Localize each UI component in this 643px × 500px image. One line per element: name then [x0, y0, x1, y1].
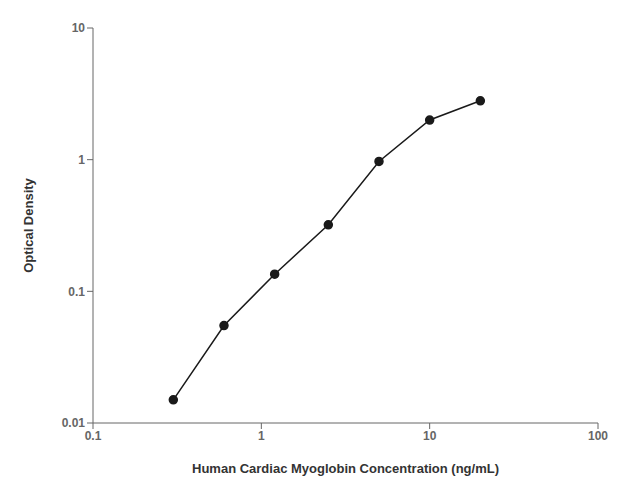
svg-text:10: 10: [423, 429, 437, 443]
svg-text:1: 1: [258, 429, 265, 443]
svg-text:100: 100: [588, 429, 608, 443]
svg-text:0.1: 0.1: [68, 285, 85, 299]
svg-text:Optical Density: Optical Density: [21, 177, 36, 272]
svg-text:1: 1: [78, 153, 85, 167]
svg-text:10: 10: [72, 21, 86, 35]
svg-text:0.1: 0.1: [85, 429, 102, 443]
svg-text:0.01: 0.01: [62, 416, 86, 430]
svg-text:Human Cardiac Myoglobin Concen: Human Cardiac Myoglobin Concentration (n…: [192, 461, 499, 476]
